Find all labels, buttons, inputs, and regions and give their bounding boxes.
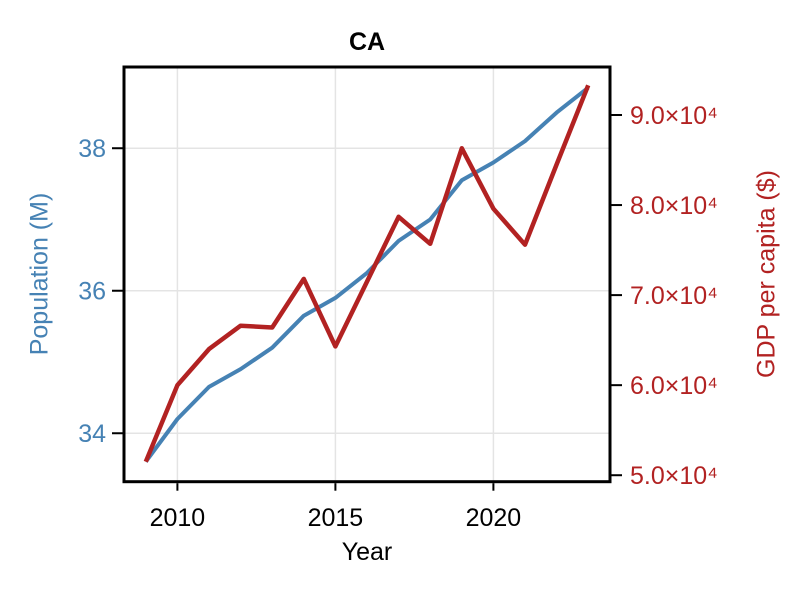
tick-marks xyxy=(112,113,622,491)
gdp-line xyxy=(143,84,591,463)
y-tick-label-right: 8.0×10⁴ xyxy=(630,192,718,220)
axes-spines xyxy=(122,65,612,484)
y-tick-label-right: 6.0×10⁴ xyxy=(630,372,718,400)
x-tick-label: 2015 xyxy=(308,504,364,532)
y-tick-label-right: 7.0×10⁴ xyxy=(630,282,718,310)
x-axis-label: Year xyxy=(341,538,393,566)
y-tick-label-left: 34 xyxy=(78,420,106,448)
x-tick-label: 2020 xyxy=(466,504,522,532)
y-tick-label-left: 38 xyxy=(78,135,106,163)
y-tick-label-right: 9.0×10⁴ xyxy=(630,102,718,130)
y-tick-label-right: 5.0×10⁴ xyxy=(630,462,718,490)
chart-title: CA xyxy=(348,28,386,56)
y-tick-label-left: 36 xyxy=(78,278,106,306)
population-line xyxy=(144,86,590,463)
gridlines xyxy=(124,67,610,482)
tick-labels: 2010 2015 2020 34 36 38 5.0×10⁴ 6.0×10⁴ 7.0×10⁴ 8… xyxy=(78,102,718,532)
x-tick-label: 2010 xyxy=(150,504,206,532)
